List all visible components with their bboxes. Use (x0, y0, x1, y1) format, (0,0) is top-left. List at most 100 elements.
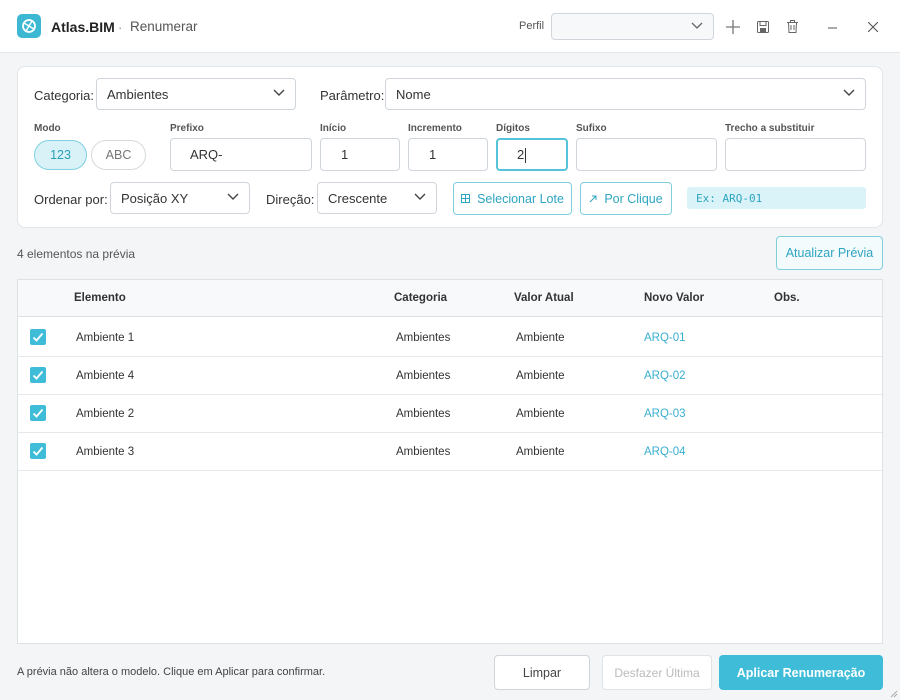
apply-button[interactable]: Aplicar Renumeração (719, 655, 883, 690)
chevron (414, 193, 426, 200)
parameter-label: Parâmetro: (320, 88, 385, 103)
cell: ARQ-02 (644, 370, 686, 382)
table-row[interactable]: Ambiente 1 Ambientes Ambiente ARQ-01 (18, 318, 884, 357)
cell: ARQ-04 (644, 446, 686, 458)
suffix-label: Sufixo (576, 123, 607, 134)
cell: ARQ-01 (644, 332, 686, 344)
mode-label: Modo (34, 123, 61, 134)
save-icon[interactable] (757, 21, 769, 33)
cell: Ambiente (516, 408, 565, 420)
delete-icon[interactable] (787, 20, 798, 33)
example-preview: Ex: ARQ-01 (687, 187, 866, 209)
row-checkbox[interactable] (30, 405, 46, 421)
example-text: Ex: ARQ-01 (696, 192, 763, 205)
minimize-button[interactable] (828, 27, 837, 29)
increment-value: 1 (429, 147, 437, 162)
cell: Ambiente 1 (76, 332, 135, 344)
footer-note: A prévia não altera o modelo. Clique em … (17, 666, 326, 678)
cell: Ambiente (516, 332, 565, 344)
mode-alpha[interactable]: ABC (91, 140, 146, 170)
parameter-value: Nome (396, 86, 431, 102)
table-row[interactable]: Ambiente 2 Ambientes Ambiente ARQ-03 (18, 394, 884, 433)
chevron (843, 89, 855, 96)
table-row[interactable]: Ambiente 4 Ambientes Ambiente ARQ-02 (18, 356, 884, 395)
select-batch-button[interactable]: Selecionar Lote (453, 182, 572, 215)
cell: Ambientes (396, 446, 451, 458)
button-text: Selecionar Lote (477, 191, 564, 206)
profile-label: Perfil (519, 20, 545, 32)
button-text: Atualizar Prévia (785, 246, 874, 260)
mode-text: ABC (105, 148, 132, 162)
suffix-input[interactable] (576, 138, 717, 171)
category-value: Ambientes (107, 86, 169, 102)
button-text: Por Clique (604, 191, 663, 206)
add-icon[interactable] (726, 20, 740, 34)
digits-input[interactable]: 2 (496, 138, 568, 171)
column-header: Valor Atual (514, 292, 574, 304)
chevron (273, 89, 285, 96)
direction-label: Direção: (266, 192, 315, 207)
cell: Ambiente 4 (76, 370, 135, 382)
start-input[interactable]: 1 (320, 138, 400, 171)
digits-value: 2 (517, 147, 525, 162)
start-value: 1 (341, 147, 349, 162)
row-checkbox[interactable] (30, 329, 46, 345)
caret (525, 148, 526, 163)
cell: Ambiente (516, 370, 565, 382)
chevron (691, 22, 703, 29)
cell: Ambiente (516, 446, 565, 458)
cell: Ambiente 2 (76, 408, 135, 420)
column-header: Elemento (74, 292, 126, 304)
preview-count: 4 elementos na prévia (17, 247, 136, 261)
increment-label: Incremento (408, 123, 462, 134)
start-label: Início (320, 123, 347, 134)
row-checkbox[interactable] (30, 443, 46, 459)
table-row[interactable]: Ambiente 3 Ambientes Ambiente ARQ-04 (18, 432, 884, 471)
category-select[interactable]: Ambientes (96, 78, 296, 110)
digits-label: Dígitos (496, 123, 530, 134)
cell: Ambientes (396, 408, 451, 420)
mode-text: 123 (50, 148, 71, 162)
app-logo (17, 14, 41, 38)
mode-numeric[interactable]: 123 (34, 140, 87, 170)
prefix-value: ARQ- (190, 147, 223, 162)
arrow-icon (589, 195, 597, 202)
separator: · (118, 20, 123, 35)
cell: ARQ-03 (644, 408, 686, 420)
button-text: Aplicar Renumeração (736, 665, 866, 680)
button-text: Desfazer Última (614, 665, 700, 680)
page-title: Renumerar (130, 19, 198, 34)
direction-value: Crescente (328, 190, 388, 206)
close-button[interactable] (868, 22, 878, 32)
by-click-button[interactable]: Por Clique (580, 182, 672, 215)
refresh-preview-button[interactable]: Atualizar Prévia (776, 236, 883, 270)
increment-input[interactable]: 1 (408, 138, 488, 171)
parameter-select[interactable]: Nome (385, 78, 866, 110)
cell: Ambientes (396, 332, 451, 344)
row-checkbox[interactable] (30, 367, 46, 383)
column-header: Obs. (774, 292, 800, 304)
order-select[interactable]: Posição XY (110, 182, 250, 214)
order-value: Posição XY (121, 190, 189, 206)
replace-input[interactable] (725, 138, 866, 171)
direction-select[interactable]: Crescente (317, 182, 437, 214)
table-header: Elemento Categoria Valor Atual Novo Valo… (18, 280, 882, 317)
cell: Ambientes (396, 370, 451, 382)
prefix-label: Prefixo (170, 123, 204, 134)
title-bar: Atlas.BIM · Renumerar Perfil (0, 0, 900, 53)
column-header: Novo Valor (644, 292, 705, 304)
profile-select[interactable] (551, 13, 714, 40)
clear-button[interactable]: Limpar (494, 655, 590, 690)
resize-grip (890, 690, 898, 698)
chevron (227, 193, 239, 200)
undo-button[interactable]: Desfazer Última (602, 655, 712, 690)
grid-icon (461, 194, 471, 203)
prefix-input[interactable]: ARQ- (170, 138, 312, 171)
app-name: Atlas.BIM (51, 19, 115, 35)
category-label: Categoria: (34, 88, 94, 103)
preview-table: Elemento Categoria Valor Atual Novo Valo… (17, 279, 884, 644)
order-label: Ordenar por: (34, 192, 108, 207)
cell: Ambiente 3 (76, 446, 135, 458)
replace-label: Trecho a substituir (725, 123, 815, 134)
